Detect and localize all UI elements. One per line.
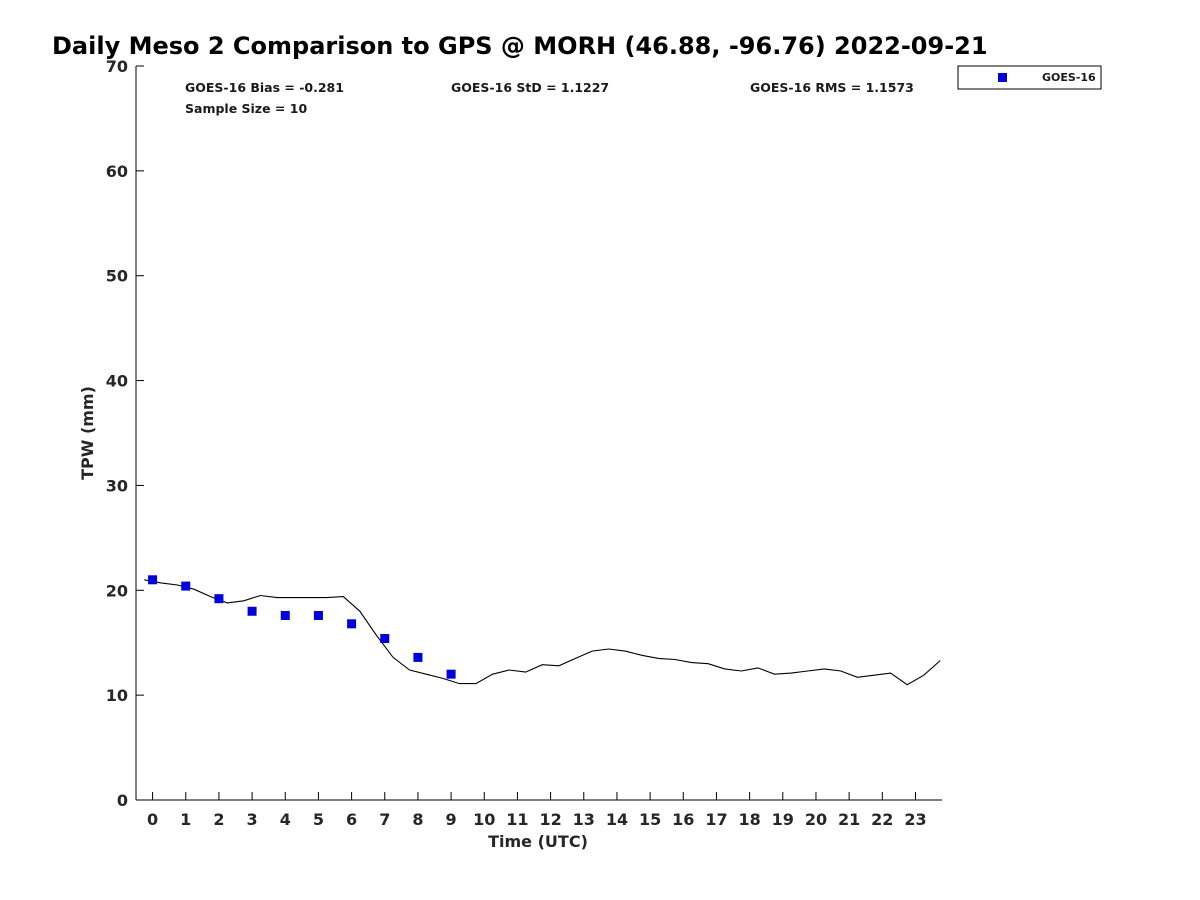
x-tick-label: 1: [180, 810, 191, 829]
x-tick-label: 0: [147, 810, 158, 829]
x-tick-label: 8: [412, 810, 423, 829]
stat-std: GOES-16 StD = 1.1227: [451, 80, 609, 95]
x-tick-label: 13: [573, 810, 595, 829]
plot-axes: [135, 66, 942, 801]
y-tick-label: 50: [106, 267, 128, 286]
stat-sample-size: Sample Size = 10: [185, 101, 307, 116]
y-tick-label: 10: [106, 686, 128, 705]
x-tick-label: 6: [346, 810, 357, 829]
y-tick-label: 30: [106, 476, 128, 495]
legend-marker-goes16: [998, 73, 1007, 82]
x-tick-label: 2: [213, 810, 224, 829]
y-tick-label: 70: [106, 57, 128, 76]
goes16-point: [380, 634, 390, 644]
x-tick-label: 11: [506, 810, 528, 829]
goes16-point-series: [148, 575, 456, 679]
x-axis-ticks: 0 1 2 3 4 5 6 7 8 9 10 11 12 13 14 15 16 17 18 19 20 21 22 23: [147, 792, 927, 829]
y-tick-label: 40: [106, 372, 128, 391]
legend: GOES-16: [957, 65, 1102, 90]
goes16-point: [247, 606, 257, 616]
x-tick-label: 10: [473, 810, 495, 829]
gps-line: [144, 579, 941, 686]
goes16-point: [148, 575, 158, 585]
x-tick-label: 22: [871, 810, 893, 829]
y-tick-label: 60: [106, 162, 128, 181]
x-tick-label: 7: [379, 810, 390, 829]
legend-box: [957, 65, 1102, 90]
x-tick-label: 9: [446, 810, 457, 829]
goes16-point: [313, 610, 323, 620]
goes16-point: [347, 619, 357, 629]
x-tick-label: 16: [672, 810, 694, 829]
goes16-point: [280, 610, 290, 620]
gps-line-series: [144, 579, 941, 686]
x-axis-label: Time (UTC): [488, 832, 588, 851]
y-axis-ticks: 0 10 20 30 40 50 60 70: [106, 57, 144, 810]
stat-bias: GOES-16 Bias = -0.281: [185, 80, 344, 95]
x-tick-label: 14: [606, 810, 628, 829]
legend-label-goes16: GOES-16: [1042, 71, 1096, 84]
x-tick-label: 3: [247, 810, 258, 829]
x-tick-label: 20: [805, 810, 827, 829]
x-tick-label: 19: [772, 810, 794, 829]
goes16-point: [413, 652, 423, 662]
stat-rms: GOES-16 RMS = 1.1573: [750, 80, 914, 95]
chart-title: Daily Meso 2 Comparison to GPS @ MORH (4…: [52, 32, 988, 60]
goes16-point: [214, 594, 224, 604]
goes16-point: [181, 581, 191, 591]
x-tick-label: 23: [904, 810, 926, 829]
x-tick-label: 12: [539, 810, 561, 829]
x-tick-label: 5: [313, 810, 324, 829]
x-tick-label: 4: [280, 810, 291, 829]
x-tick-label: 21: [838, 810, 860, 829]
y-tick-label: 20: [106, 581, 128, 600]
x-tick-label: 18: [738, 810, 760, 829]
y-axis-label: TPW (mm): [78, 386, 97, 480]
goes16-point: [446, 669, 456, 679]
x-tick-label: 17: [705, 810, 727, 829]
x-tick-label: 15: [639, 810, 661, 829]
y-tick-label: 0: [117, 791, 128, 810]
